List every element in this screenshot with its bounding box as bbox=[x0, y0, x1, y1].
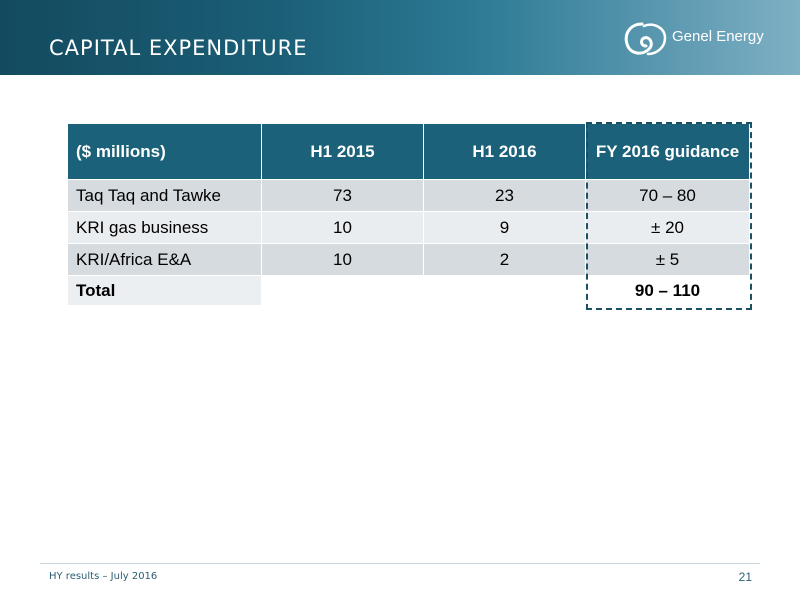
column-header: H1 2016 bbox=[424, 124, 586, 180]
table-cell: 9 bbox=[424, 212, 586, 244]
column-header: ($ millions) bbox=[68, 124, 262, 180]
column-header: FY 2016 guidance bbox=[586, 124, 750, 180]
row-label: Total bbox=[68, 276, 262, 306]
table-cell bbox=[262, 276, 424, 306]
row-label: KRI gas business bbox=[68, 212, 262, 244]
table-cell: ± 20 bbox=[586, 212, 750, 244]
table-cell: 10 bbox=[262, 244, 424, 276]
page-title: CAPITAL EXPENDITURE bbox=[49, 36, 308, 60]
header-banner: CAPITAL EXPENDITURE Genel Energy bbox=[0, 0, 800, 75]
table-cell: 23 bbox=[424, 180, 586, 212]
table-row: KRI gas business 10 9 ± 20 bbox=[68, 212, 750, 244]
genel-logo-icon bbox=[624, 22, 667, 56]
table-row: KRI/Africa E&A 10 2 ± 5 bbox=[68, 244, 750, 276]
genel-energy-logo: Genel Energy bbox=[620, 18, 770, 62]
row-label: Taq Taq and Tawke bbox=[68, 180, 262, 212]
column-header: H1 2015 bbox=[262, 124, 424, 180]
row-label: KRI/Africa E&A bbox=[68, 244, 262, 276]
page-number: 21 bbox=[738, 570, 752, 584]
table-header-row: ($ millions) H1 2015 H1 2016 FY 2016 gui… bbox=[68, 124, 750, 180]
table-cell: 70 – 80 bbox=[586, 180, 750, 212]
table-cell: 73 bbox=[262, 180, 424, 212]
table-row: Taq Taq and Tawke 73 23 70 – 80 bbox=[68, 180, 750, 212]
capex-table: ($ millions) H1 2015 H1 2016 FY 2016 gui… bbox=[68, 124, 750, 306]
table-cell: 90 – 110 bbox=[586, 276, 750, 306]
table-cell: 2 bbox=[424, 244, 586, 276]
table-cell: ± 5 bbox=[586, 244, 750, 276]
table-cell bbox=[424, 276, 586, 306]
total-row: Total 90 – 110 bbox=[68, 276, 750, 306]
logo-text: Genel Energy bbox=[672, 28, 764, 45]
footer-divider bbox=[40, 563, 760, 564]
footer-text: HY results – July 2016 bbox=[49, 571, 158, 582]
table-cell: 10 bbox=[262, 212, 424, 244]
